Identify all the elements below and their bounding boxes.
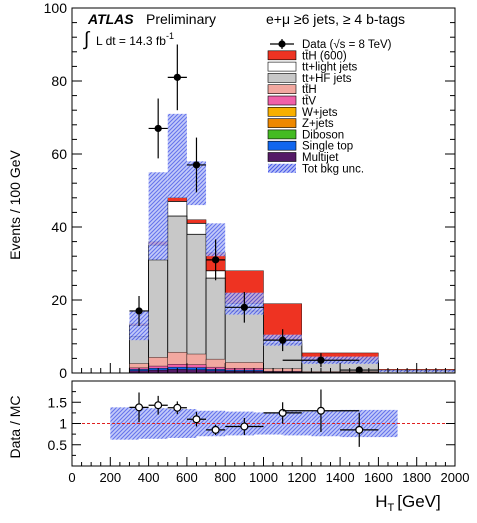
ratio-y-tick-label: 0.5: [48, 437, 68, 453]
x-tick-label: 2000: [441, 470, 470, 485]
legend-swatch-zjets: [267, 118, 297, 128]
legend-label-unc: Tot bkg unc.: [302, 163, 364, 175]
x-tick-label: 1200: [287, 470, 316, 485]
legend-swatch-diboson: [267, 129, 297, 140]
y-tick-label: 100: [44, 0, 68, 16]
data-point: [240, 303, 248, 311]
x-axis-label: H: [375, 492, 387, 511]
legend-swatch-wjets: [267, 107, 297, 117]
data-point: [317, 356, 325, 364]
x-tick-label: 1600: [364, 470, 393, 485]
legend-swatch-unc: [268, 163, 296, 173]
uncertainty-bin: [148, 172, 168, 260]
svg-text:HT[GeV]: HT [GeV]: [375, 492, 440, 514]
ratio-point: [240, 422, 249, 431]
ratio-point: [355, 425, 364, 434]
legend-label-tth: tt̄H: [302, 84, 317, 96]
legend-label-wjets: W+jets: [302, 107, 338, 119]
x-tick-label: 1800: [402, 470, 431, 485]
ratio-point: [173, 403, 182, 412]
ratio-y-tick-label: 1: [59, 416, 67, 432]
legend-label-tt-hf: tt+HF jets: [302, 73, 352, 85]
luminosity-exponent: -1: [166, 31, 174, 41]
legend-label-zjets: Z+jets: [302, 118, 334, 130]
legend-label-data: Data (√s = 8 TeV): [302, 38, 392, 51]
x-tick-label: 0: [68, 470, 75, 485]
selection-label: e+μ ≥6 jets, ≥ 4 b-tags: [266, 11, 405, 27]
legend-swatch-tt-hf: [267, 73, 297, 83]
ratio-y-axis-label: Data / MC: [7, 395, 23, 458]
main-axis-ticks: 0 20 40 60 80 100: [44, 0, 456, 381]
legend-swatch-multijet: [267, 152, 297, 162]
ratio-axis-ticks: 0.5 1 1.5 0 200 400 600 800 1000 1200 1400 1600 1800…: [48, 391, 470, 485]
x-axis-label-unit: [GeV]: [397, 492, 440, 511]
bar-tt-hf: [148, 259, 169, 374]
legend-swatch-tt-light: [267, 61, 297, 72]
data-point: [279, 336, 287, 344]
legend-marker-data: [278, 40, 286, 48]
ratio-band-bin: [196, 410, 226, 437]
data-point: [192, 161, 201, 169]
x-tick-label: 1000: [249, 470, 278, 485]
atlas-label: ATLAS: [87, 11, 134, 27]
legend-label-tth-600: tt̄H (600): [302, 50, 347, 62]
y-tick-label: 0: [59, 365, 67, 381]
luminosity-label: L dt = 14.3 fb: [96, 34, 166, 48]
data-point: [135, 307, 143, 315]
ratio-band-bin: [311, 410, 341, 437]
bar-tt-hf: [167, 215, 188, 374]
ratio-point: [135, 403, 144, 412]
x-axis-label-subscript: T: [388, 502, 395, 514]
stacked-histogram: [129, 197, 456, 374]
x-tick-label: 1400: [326, 470, 355, 485]
svg-text:L dt = 14.3 fb-1: L dt = 14.3 fb-1: [96, 31, 174, 48]
y-tick-label: 20: [51, 292, 67, 308]
x-tick-label: 800: [214, 470, 236, 485]
legend-label-tt-light: tt+light jets: [302, 62, 358, 74]
bar-tt-hf: [186, 233, 207, 374]
x-tick-label: 200: [99, 470, 121, 485]
integral-sign: ∫: [83, 29, 91, 50]
legend: Data (√s = 8 TeV)tt̄H (600)tt+light jets…: [267, 38, 392, 175]
legend-swatch-tth: [267, 84, 297, 94]
y-tick-label: 80: [51, 73, 67, 89]
ratio-point: [211, 425, 220, 434]
data-points: [129, 44, 379, 374]
ratio-point: [154, 401, 163, 410]
legend-label-single-top: Single top: [302, 141, 353, 153]
ratio-point: [192, 415, 201, 424]
legend-label-ttv: tt̄V: [302, 95, 316, 107]
legend-label-multijet: Multijet: [302, 152, 339, 164]
x-tick-label: 400: [138, 470, 160, 485]
data-point: [154, 124, 162, 133]
data-point: [173, 73, 181, 81]
legend-swatch-ttv: [267, 95, 297, 106]
ratio-points: [129, 389, 379, 447]
legend-swatch-tth-600: [267, 50, 297, 61]
preliminary-label: Preliminary: [146, 11, 216, 27]
legend-label-diboson: Diboson: [302, 129, 344, 141]
y-tick-label: 40: [51, 219, 67, 235]
data-point: [212, 256, 220, 264]
bar-tt-hf: [205, 277, 226, 374]
y-axis-label: Events / 100 GeV: [7, 149, 23, 259]
uncertainty-bin: [167, 113, 187, 198]
legend-swatch-single-top: [267, 140, 297, 151]
y-tick-label: 60: [51, 146, 67, 162]
ratio-y-tick-label: 1.5: [48, 394, 68, 410]
ratio-point: [316, 406, 325, 415]
x-tick-label: 600: [176, 470, 198, 485]
